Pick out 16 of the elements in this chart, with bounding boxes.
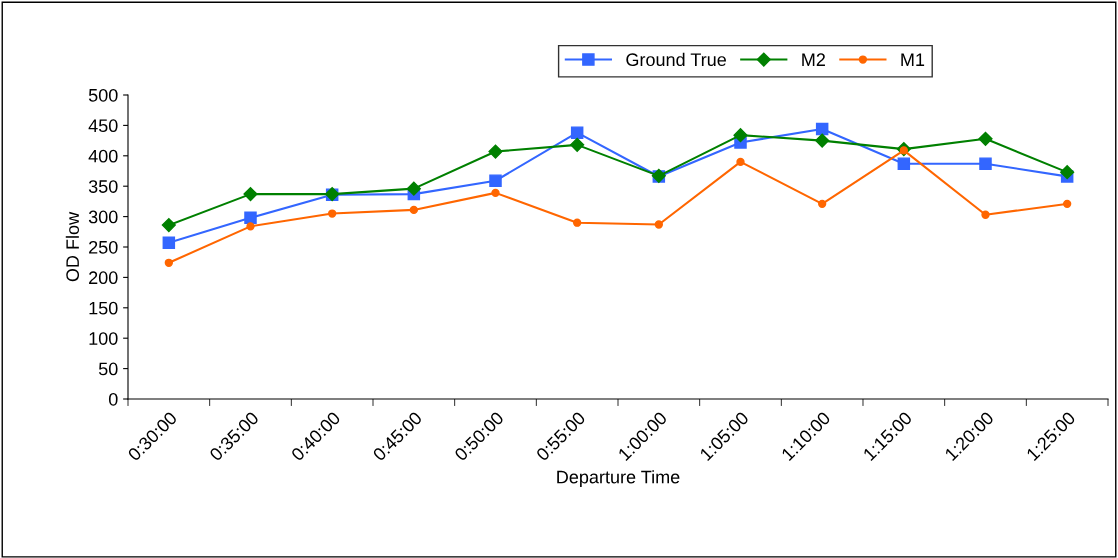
y-tick-label: 350 (88, 180, 118, 193)
y-tick-label: 150 (89, 301, 118, 315)
y-tick-label: 500 (88, 88, 118, 102)
y-tick-label: 0 (108, 392, 118, 406)
y-tick-label: 450 (88, 119, 118, 133)
y-tick-label: 400 (88, 149, 118, 163)
y-tick-label: 200 (89, 271, 118, 285)
legend-label: Ground True (626, 52, 726, 67)
y-axis-title: OD Flow (65, 211, 80, 282)
legend-label: M1 (901, 53, 925, 66)
x-axis-title: Departure Time (557, 470, 680, 487)
y-tick-label: 250 (89, 240, 118, 254)
legend-label: M2 (802, 53, 825, 66)
y-tick-label: 50 (98, 362, 118, 376)
y-tick-label: 300 (88, 210, 118, 224)
y-tick-label: 100 (89, 332, 118, 345)
